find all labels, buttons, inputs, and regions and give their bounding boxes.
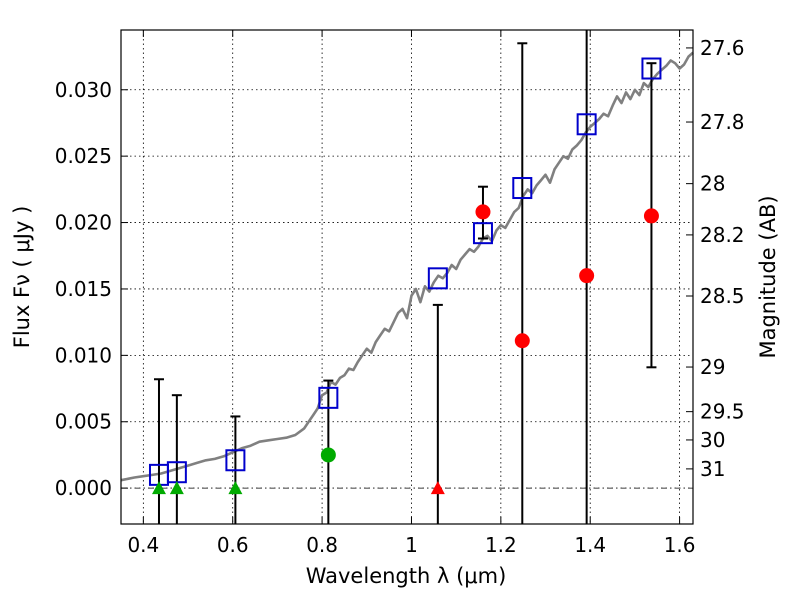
detection-point: [643, 208, 659, 224]
model-magnitude-square: [472, 222, 493, 245]
detection-point: [514, 333, 530, 349]
upper-limit-triangle: [151, 481, 166, 495]
y-axis-label: Flux Fν ( μJy ): [10, 206, 34, 349]
detection-point: [579, 268, 595, 284]
x-axis-label: Wavelength λ (μm): [306, 564, 507, 588]
magnitude-tick-label: 28.2: [700, 223, 745, 247]
upper-limit-triangle: [228, 481, 243, 495]
x-tick-label: 1.2: [485, 533, 517, 557]
y-tick-label: 0.020: [55, 211, 112, 235]
plot-frame: [120, 29, 694, 525]
y-tick-label: 0.005: [55, 410, 112, 434]
magnitude-tick-label: 27.8: [700, 110, 745, 134]
x-tick-label: 0.4: [127, 533, 159, 557]
y2-axis-label: Magnitude (AB): [756, 195, 780, 358]
magnitude-tick-label: 28: [700, 172, 725, 196]
model-magnitude-square: [225, 449, 246, 472]
magnitude-tick-label: 31: [700, 457, 725, 481]
tick-layer: 0.4 0.6 0.8 1 1.2 1.4 1.6 0.000 0.005 0.010 0.015 0…: [55, 30, 745, 557]
model-magnitude-square: [427, 267, 448, 290]
magnitude-tick-label: 29: [700, 355, 725, 379]
x-tick-label: 1.6: [664, 533, 696, 557]
magnitude-tick-label: 30: [700, 428, 725, 452]
magnitude-tick-label: 28.5: [700, 284, 745, 308]
detection-point: [320, 447, 336, 463]
detection-point: [475, 204, 491, 220]
x-tick-label: 1.4: [574, 533, 606, 557]
y-tick-label: 0.010: [55, 343, 112, 367]
y-tick-label: 0.015: [55, 277, 112, 301]
x-tick-label: 1: [405, 533, 418, 557]
magnitude-tick-label: 29.5: [700, 400, 745, 424]
upper-limit-triangle: [430, 481, 445, 495]
model-sed-line: [120, 51, 694, 482]
model-magnitude-square: [318, 386, 339, 409]
x-tick-label: 0.8: [306, 533, 338, 557]
upper-limit-triangle: [169, 481, 184, 495]
magnitude-tick-label: 27.6: [700, 36, 745, 60]
model-magnitude-square: [576, 113, 597, 136]
y-tick-label: 0.030: [55, 78, 112, 102]
model-magnitude-square: [512, 177, 533, 200]
y-tick-label: 0.025: [55, 144, 112, 168]
data-layer: [120, 30, 694, 524]
model-magnitude-square: [641, 57, 662, 80]
x-tick-label: 0.6: [217, 533, 249, 557]
y-tick-label: 0.000: [55, 476, 112, 500]
